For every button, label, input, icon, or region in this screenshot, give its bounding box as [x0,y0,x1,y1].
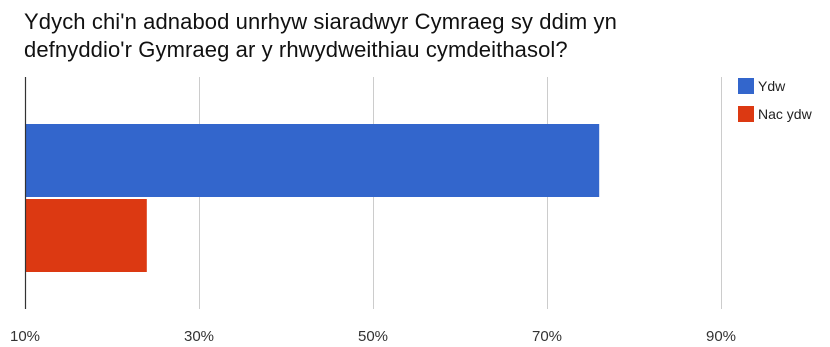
x-tick-label: 30% [184,328,214,345]
legend: Ydw Nac ydw [738,78,813,122]
x-tick-label: 10% [10,328,40,345]
x-tick-label: 90% [706,328,736,345]
legend-swatch [738,78,754,94]
bars [25,124,600,272]
bar-nac-ydw [25,199,147,272]
legend-label: Ydw [758,78,786,94]
x-tick-labels: 10% 30% 50% 70% 90% [10,328,736,345]
x-tick-label: 70% [532,328,562,345]
x-tick-label: 50% [358,328,388,345]
legend-label: Nac ydw [758,106,813,122]
bar-ydw [25,124,600,197]
legend-swatch [738,106,754,122]
chart-title: Ydych chi'n adnabod unrhyw siaradwyr Cym… [24,9,617,62]
